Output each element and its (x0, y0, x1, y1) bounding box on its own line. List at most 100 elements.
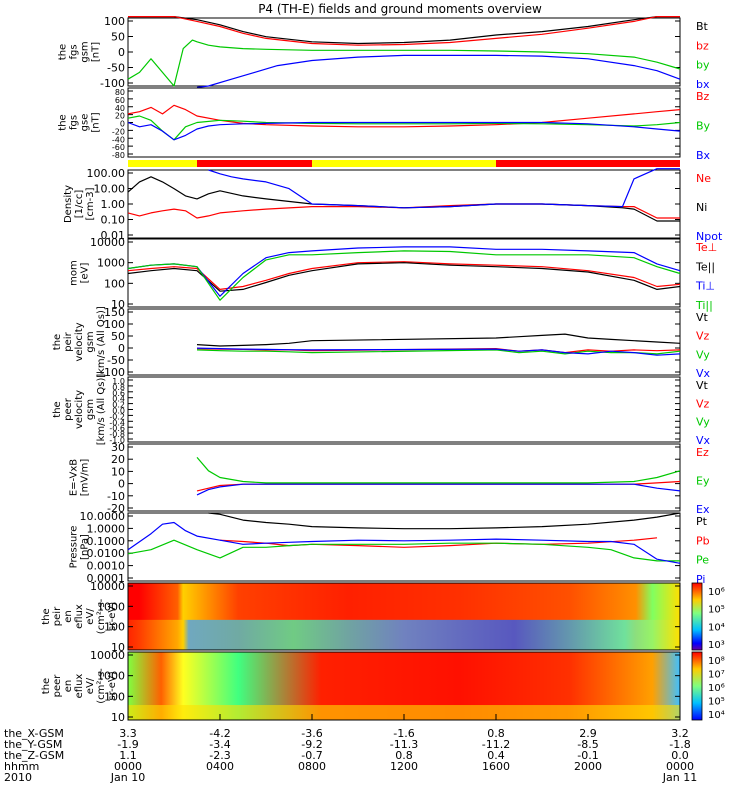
y-tick-label: -10 (107, 490, 125, 503)
x-tick-label-z: -2.3 (209, 749, 230, 762)
series-Ti|| (127, 250, 681, 301)
y-tick-label: 100 (104, 277, 125, 290)
y-axis-label-line: eV/ (85, 608, 96, 625)
x-tick-label-hhmm: 1600 (482, 760, 510, 773)
x-tick-label-y: -1.9 (117, 738, 138, 751)
panel-density: 100.00 10.00 1.00 0.10 0.01 Density [1/cc] [cm-… (63, 167, 723, 243)
legend-entry: Ey (696, 475, 710, 488)
x-row-label: the_Y-GSM (4, 738, 62, 751)
mode-bar-segment (496, 160, 680, 167)
series-Bx (127, 121, 681, 141)
colorbar-tick-label: 10⁴ (708, 622, 725, 633)
series-Pe (127, 539, 680, 562)
legend-entry: Te⊥ (695, 241, 717, 254)
y-tick-label: 10.00 (94, 183, 126, 196)
y-tick-label: 10.0000 (80, 510, 126, 523)
y-tick-label: 10000 (90, 236, 125, 249)
x-tick-label-z: -0.1 (577, 749, 598, 762)
legend-entry: bx (696, 78, 710, 91)
y-tick-label: 100 (104, 621, 125, 634)
legend-entry: Vx (696, 367, 711, 380)
y-axis-label-line: gsm (85, 331, 96, 352)
legend-entry: Vy (696, 348, 710, 361)
series-Te|| (127, 262, 681, 292)
y-tick-label: -50 (107, 62, 125, 75)
mode-bar-segment (128, 160, 197, 167)
colorbar-tick-label: 10⁶ (708, 587, 725, 598)
panel-frame (127, 17, 681, 87)
series-Vx (196, 347, 681, 356)
y-tick-label: 10 (111, 711, 125, 724)
y-axis-label-line: [nT] (91, 42, 102, 62)
y-tick-label: 0.10 (101, 214, 126, 227)
series-Ni (127, 176, 680, 222)
colorbar-tick-label: 10⁷ (708, 670, 725, 681)
y-axis-label: the fgs gsm [nT] (58, 41, 102, 62)
y-tick-label: 10 (111, 641, 125, 654)
y-tick-label: 0.0010 (87, 560, 126, 573)
colorbar-tick-label: 10⁵ (708, 697, 725, 708)
x-tick-label-y: -8.5 (577, 738, 598, 751)
y-tick-label: -60 (112, 143, 125, 152)
y-tick-label: 0.01 (101, 229, 126, 242)
x-tick-label-x: 3.3 (119, 727, 137, 740)
legend-entry: Vy (696, 416, 710, 429)
y-tick-label: 10 (111, 298, 125, 311)
panel-peir_spec: 10⁶ 10⁵ 10⁴ 10³ 10000 1000 100 10 the peir en eflux… (41, 580, 725, 654)
y-tick-label: 50 (111, 31, 125, 44)
y-axis-label-line: the (58, 44, 69, 60)
x-tick-label-hhmm: 2000 (574, 760, 602, 773)
y-axis-label: mom [eV] (69, 260, 91, 286)
y-axis-label-line: eflux (74, 674, 85, 699)
legend-entry: Vt (696, 379, 709, 392)
x-row-label: hhmm (4, 760, 39, 773)
x-row-label: 2010 (4, 771, 32, 784)
panel-frame (127, 512, 681, 582)
y-axis-label-line: mom (69, 260, 80, 286)
legend-entry: Bt (696, 20, 709, 33)
legend-entry: Ne (696, 172, 711, 185)
colorbar-tick-label: 10³ (708, 640, 725, 651)
y-tick-label: 0.6 (112, 389, 125, 398)
series-by (127, 39, 681, 87)
y-axis-label-line: [km/s (All Qs)] (96, 306, 107, 378)
panel-frame (127, 238, 681, 308)
y-tick-label: 100 (104, 15, 125, 28)
legend-entry: Bz (696, 90, 710, 103)
mode-bar-segment (312, 160, 496, 167)
y-axis-label-line: [nT] (91, 112, 102, 132)
y-axis-label: E=-VxB [mV/m] (69, 459, 91, 497)
y-axis-label-line: gsm (80, 41, 91, 62)
y-axis-label-line: Density (63, 185, 74, 223)
panel-velocity_peer: 1.00.80.60.40.20.0-0.2-0.4-0.6-0.8-1.0th… (52, 374, 711, 447)
series-Bz (127, 104, 681, 128)
y-axis-label-line: gsm (85, 399, 96, 420)
y-axis-label-line: eV/ (85, 677, 96, 694)
y-axis-label-line: [cm-3] (85, 187, 96, 220)
mode-bar-segment (197, 160, 312, 167)
y-tick-label: 0.0100 (87, 547, 126, 560)
y-tick-label: 1000 (97, 670, 125, 683)
y-tick-label: -0.8 (109, 430, 125, 439)
y-tick-label: 50 (111, 330, 125, 343)
legend-entry: Vz (696, 330, 710, 343)
y-tick-label: 1000 (97, 257, 125, 270)
panel-frame (127, 308, 681, 376)
x-row-label: the_Z-GSM (4, 749, 64, 762)
y-tick-label: 1.0000 (87, 522, 126, 535)
y-tick-label: 0.2 (112, 401, 125, 410)
series-By (127, 115, 681, 141)
y-axis-label-line: gse (80, 114, 91, 132)
legend-entry: Pi (696, 573, 705, 586)
legend-entry: bz (696, 39, 709, 52)
y-tick-label: 60 (115, 96, 125, 105)
x-tick-label-x: -1.6 (393, 727, 414, 740)
colorbar-tick-label: 10⁸ (708, 656, 725, 667)
y-axis-label-line: the (41, 608, 52, 624)
y-axis-label-line: the (58, 114, 69, 130)
spectrogram-low-energy (128, 619, 680, 650)
y-tick-label: 0 (118, 478, 125, 491)
y-tick-label: 10000 (90, 649, 125, 662)
y-tick-label: 0 (118, 46, 125, 59)
